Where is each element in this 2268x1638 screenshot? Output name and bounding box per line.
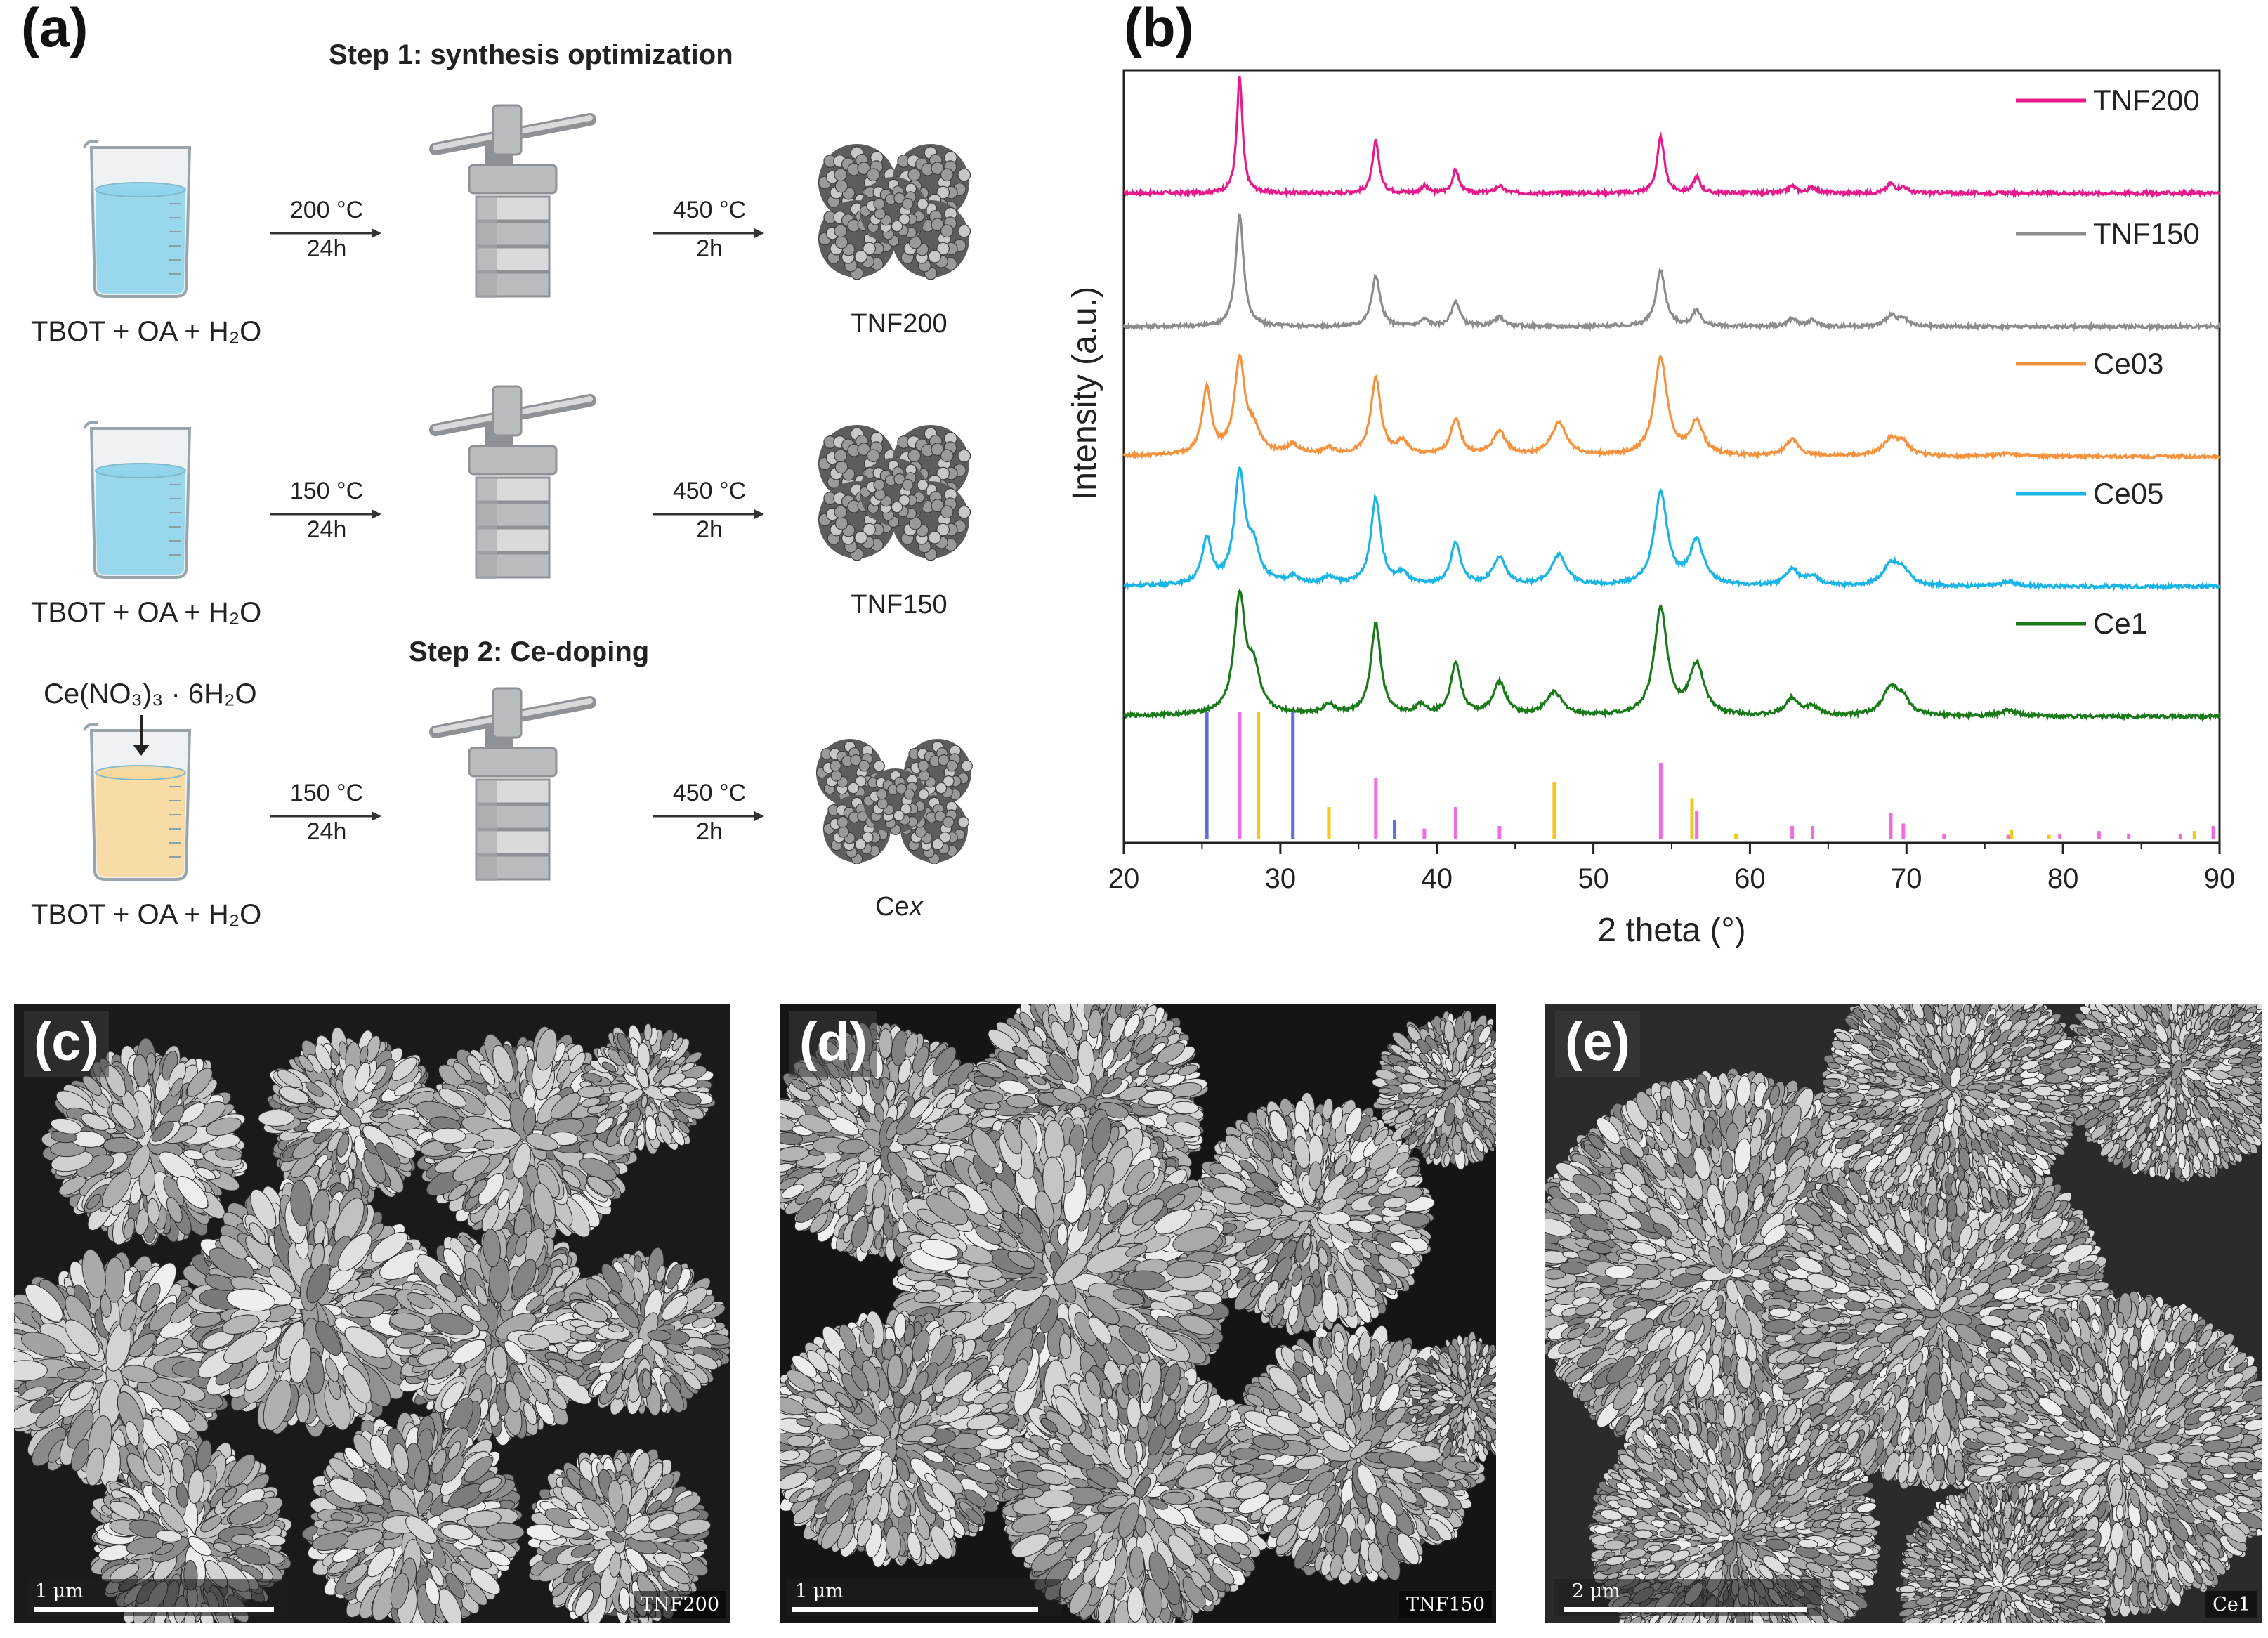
scale-label-d: 1 μm	[795, 1580, 844, 1602]
x-tick-label: 40	[1421, 863, 1453, 894]
dopant-label: Ce(NO₃)₃ · 6H₂O	[44, 679, 257, 710]
legend-label: TNF150	[2093, 217, 2200, 250]
product-label: TNF200	[829, 309, 969, 339]
product-label: Cex	[829, 892, 969, 922]
anneal-time: 2h	[646, 235, 773, 263]
step2-title: Step 2: Ce-doping	[409, 636, 649, 668]
x-axis-label: 2 theta (°)	[1597, 912, 1745, 949]
legend-label: TNF200	[2093, 84, 2200, 117]
reaction-arrow-icon	[270, 509, 381, 519]
autoclave-icon	[429, 104, 596, 298]
reaction-arrow-icon	[653, 811, 764, 821]
autoclave-icon	[429, 687, 596, 881]
hydrothermal-temp: 150 °C	[263, 478, 390, 505]
reagent-label: TBOT + OA + H₂O	[31, 597, 261, 629]
legend-label: Ce03	[2093, 347, 2163, 380]
sem-image-d: (d) 1 μm TNF150	[780, 1004, 1496, 1623]
anneal-time: 2h	[646, 818, 773, 846]
hydrothermal-temp: 200 °C	[263, 197, 390, 224]
scale-label-e: 2 μm	[1572, 1580, 1620, 1602]
xrd-trace-ce1	[1122, 588, 2221, 723]
reaction-arrow-icon	[653, 509, 764, 519]
panel-c-letter: (c)	[24, 1011, 109, 1077]
anneal-temp: 450 °C	[646, 478, 773, 505]
beaker-icon	[83, 723, 192, 881]
xrd-trace-ce05	[1123, 466, 2221, 592]
panel-b-letter: (b)	[1124, 0, 1194, 60]
sample-tag-e: Ce1	[2205, 1591, 2257, 1618]
reaction-arrow-icon	[270, 228, 381, 238]
reagent-label: TBOT + OA + H₂O	[31, 899, 261, 931]
xrd-trace-tnf150	[1122, 213, 2221, 332]
x-tick-label: 20	[1108, 863, 1140, 894]
anneal-temp: 450 °C	[646, 780, 773, 807]
beaker-icon	[83, 421, 192, 579]
x-tick-label: 80	[2047, 863, 2079, 894]
panel-d-letter: (d)	[789, 1011, 878, 1077]
dopant-arrow-icon	[133, 715, 150, 756]
xrd-trace-ce03	[1122, 353, 2220, 461]
nanoflower-cluster-icon	[818, 144, 971, 280]
xrd-chart: 20 30 40 50 60 70 80 90 2 theta (°) Intensity (a.…	[1066, 69, 2236, 949]
scale-bar-d	[792, 1607, 1038, 1612]
step1-title: Step 1: synthesis optimization	[329, 39, 733, 71]
reaction-arrow-icon	[653, 228, 764, 238]
x-tick-label: 70	[1891, 863, 1922, 894]
x-tick-label: 90	[2204, 863, 2236, 894]
autoclave-icon	[429, 385, 596, 579]
sample-tag-d: TNF150	[1399, 1591, 1492, 1618]
anneal-temp: 450 °C	[646, 197, 773, 224]
nanoflower-cluster-icon	[818, 425, 971, 561]
y-axis-label: Intensity (a.u.)	[1066, 287, 1103, 500]
hydrothermal-time: 24h	[263, 818, 390, 846]
scale-bar-c	[34, 1607, 274, 1612]
product-label: TNF150	[829, 590, 969, 620]
panel-a-letter: (a)	[21, 0, 88, 60]
x-tick-label: 60	[1734, 863, 1766, 894]
reagent-label: TBOT + OA + H₂O	[31, 316, 261, 348]
hydrothermal-time: 24h	[263, 516, 390, 544]
hydrothermal-temp: 150 °C	[263, 780, 390, 807]
sem-image-c: (c) 1 μm TNF200	[14, 1004, 730, 1623]
sem-image-e: (e) 2 μm Ce1	[1545, 1004, 2262, 1623]
sample-tag-c: TNF200	[634, 1591, 726, 1618]
anneal-time: 2h	[646, 516, 773, 544]
scale-label-c: 1 μm	[35, 1580, 84, 1602]
panel-e-letter: (e)	[1555, 1011, 1640, 1077]
legend-label: Ce1	[2093, 607, 2147, 640]
reaction-arrow-icon	[270, 811, 381, 821]
xrd-trace-tnf200	[1123, 75, 2221, 199]
hydrothermal-time: 24h	[263, 235, 390, 263]
beaker-icon	[83, 140, 192, 298]
legend-label: Ce05	[2093, 477, 2163, 510]
nanosphere-cluster-icon	[815, 739, 973, 864]
scale-bar-e	[1564, 1607, 1807, 1612]
x-tick-label: 30	[1265, 863, 1297, 894]
x-tick-label: 50	[1578, 863, 1609, 894]
